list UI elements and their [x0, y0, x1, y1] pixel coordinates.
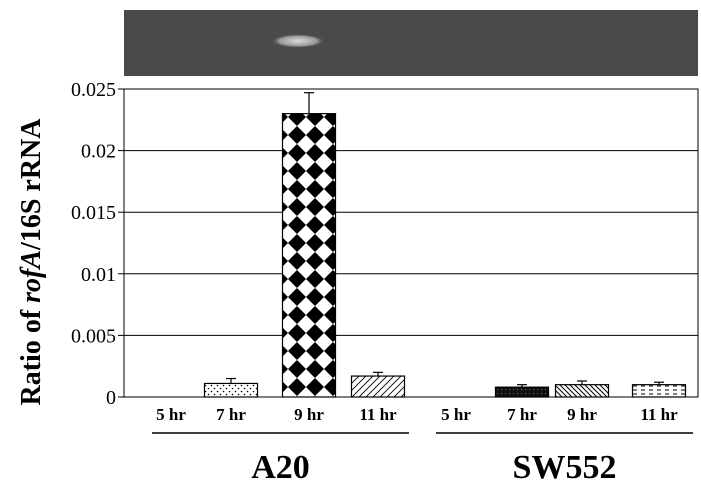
- group-labels: A20 SW552: [152, 432, 693, 484]
- plot-area: 0 0.005 0.01 0.015 0.02 0.025 5 hr 7 hr 9 hr 11 …: [71, 79, 699, 484]
- bars: [203, 92, 687, 398]
- y-tick-label: 0.005: [71, 325, 116, 347]
- y-tick-label: 0.025: [71, 79, 116, 101]
- y-tick-label: 0: [106, 387, 116, 409]
- bar-sw552-9hr: [554, 384, 610, 398]
- bar-sw552-11hr: [631, 384, 687, 398]
- group-label: A20: [251, 449, 310, 484]
- x-tick-label: 5 hr: [156, 405, 186, 424]
- gel-image: [124, 10, 698, 76]
- y-axis-label-suffix: /16S rRNA: [16, 118, 47, 251]
- y-axis-label-prefix: Ratio of: [16, 303, 47, 406]
- x-tick-label: 11 hr: [359, 405, 397, 424]
- gel-band-a20-9hr: [271, 34, 325, 48]
- x-tick-label: 9 hr: [567, 405, 597, 424]
- x-tick-label: 7 hr: [507, 405, 537, 424]
- y-axis-ticks: 0 0.005 0.01 0.015 0.02 0.025: [71, 79, 124, 409]
- y-axis-label-italic: rofA: [16, 250, 47, 303]
- bar-a20-11hr: [350, 375, 406, 398]
- x-tick-label: 11 hr: [640, 405, 678, 424]
- x-tick-label: 9 hr: [294, 405, 324, 424]
- bar-a20-7hr: [203, 382, 259, 398]
- group-label: SW552: [513, 449, 617, 484]
- y-tick-label: 0.015: [71, 202, 116, 224]
- gridlines: [124, 150, 698, 336]
- y-tick-label: 0.01: [81, 264, 116, 286]
- x-tick-label: 5 hr: [441, 405, 471, 424]
- y-tick-label: 0.02: [81, 141, 116, 163]
- plot-frame: [123, 88, 699, 398]
- bar-a20-9hr: [281, 113, 337, 398]
- x-tick-label: 7 hr: [216, 405, 246, 424]
- y-axis-label: Ratio of rofA/16S rRNA: [16, 118, 47, 406]
- gel-background: [124, 10, 698, 76]
- bar-sw552-7hr: [494, 386, 550, 398]
- x-axis-labels: 5 hr 7 hr 9 hr 11 hr 5 hr 7 hr 9 hr 11 hr: [156, 405, 678, 424]
